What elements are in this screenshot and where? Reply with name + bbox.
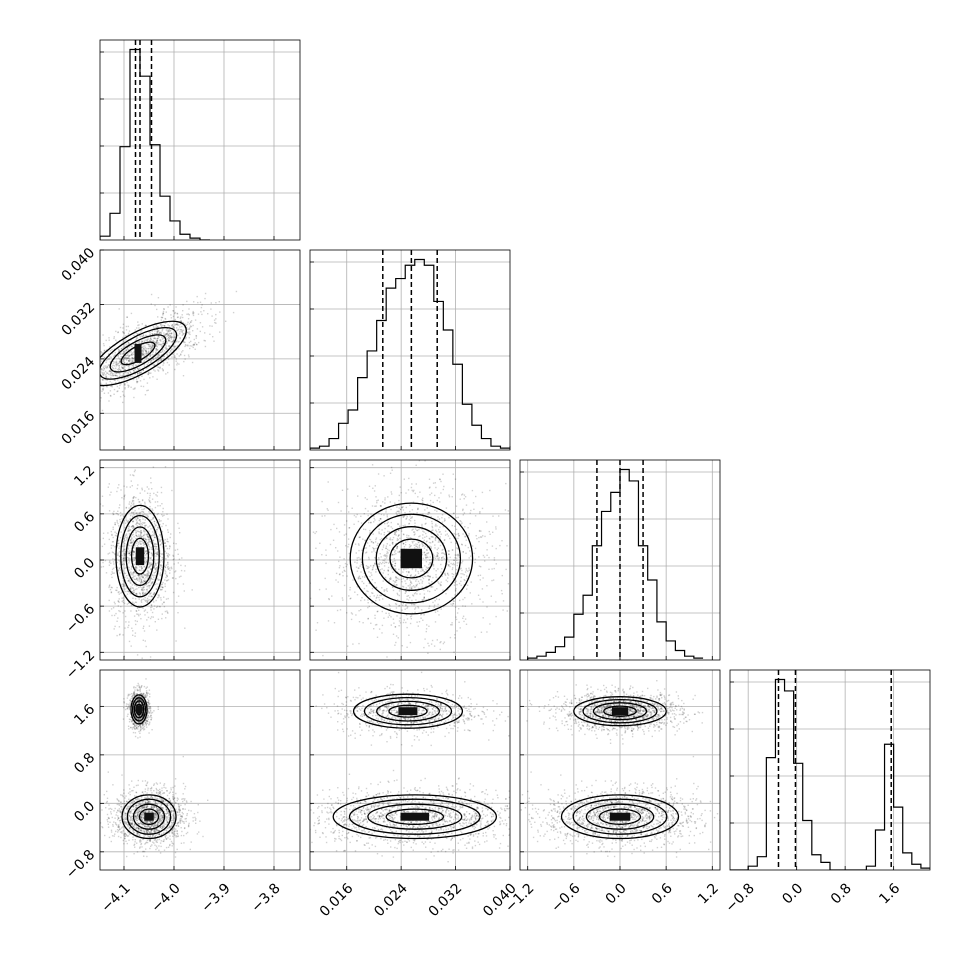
density-contour	[361, 513, 462, 604]
density-contour	[121, 794, 177, 840]
panel-content	[100, 466, 193, 660]
histogram-1	[310, 258, 510, 450]
panel-3-0: −4.1 −4.0 −3.9 −3.8 −0.8 0.0 0.8 1.6	[63, 669, 301, 916]
panel-content	[520, 680, 720, 858]
panel-1-1	[309, 249, 511, 451]
density-contour	[560, 794, 680, 840]
density-peak	[400, 812, 430, 821]
panel-2-1	[309, 459, 511, 661]
density-peak	[609, 812, 631, 821]
y-tick-label: 1.6	[71, 701, 98, 728]
density-contour	[573, 696, 667, 727]
density-contour	[376, 700, 440, 722]
density-peak	[144, 812, 154, 821]
density-contour	[130, 694, 148, 725]
panel-0-0	[99, 39, 301, 241]
x-tick-label: 1.6	[876, 880, 903, 907]
density-contour	[133, 700, 145, 719]
x-tick-label: −0.8	[723, 880, 758, 915]
panel-frame	[99, 249, 301, 451]
y-tick-label: 0.040	[59, 245, 99, 285]
density-contour	[592, 702, 648, 721]
y-tick-label: 0.032	[59, 299, 99, 339]
panel-2-2	[519, 459, 721, 661]
panel-frame	[99, 39, 301, 241]
panel-frame	[309, 249, 511, 451]
density-contour	[120, 514, 160, 598]
density-contour	[130, 537, 150, 575]
x-tick-label: 0.0	[779, 880, 806, 907]
density-contour	[385, 808, 445, 825]
density-contour	[389, 538, 434, 579]
y-tick-label: −0.6	[63, 601, 98, 636]
density-contour	[375, 526, 448, 591]
panel-content	[310, 671, 510, 863]
x-tick-label: 0.0	[603, 880, 630, 907]
density-contour	[598, 808, 642, 825]
panel-content	[100, 290, 238, 412]
y-tick-label: 0.016	[59, 408, 99, 448]
density-contour	[582, 698, 658, 724]
panel-frame	[99, 669, 301, 871]
y-tick-label: 0.8	[71, 750, 98, 777]
density-contour	[125, 526, 155, 587]
y-tick-label: 0.0	[71, 555, 98, 582]
density-contour	[348, 798, 481, 835]
x-tick-label: −0.6	[548, 880, 583, 915]
panel-2-0: −1.2 −0.6 0.0 0.6 1.2	[63, 459, 301, 683]
scatter-points	[310, 460, 510, 660]
panel-3-3: −0.8 0.0 0.8 1.6	[723, 669, 931, 916]
panel-1-0: 0.016 0.024 0.032 0.040	[59, 245, 301, 451]
x-tick-label: −4.1	[98, 880, 133, 915]
density-contour	[352, 693, 464, 729]
density-contour	[138, 808, 160, 825]
density-contour	[603, 705, 637, 717]
density-peak	[400, 548, 422, 569]
histogram-0	[100, 48, 210, 240]
x-tick-label: −3.9	[198, 880, 233, 915]
panel-3-2: −1.2 −0.6 0.0 0.6 1.2	[502, 669, 722, 916]
density-peak	[398, 707, 418, 716]
y-tick-label: 0.024	[59, 354, 99, 394]
density-contour	[349, 502, 474, 615]
density-contour	[367, 803, 463, 830]
density-peak	[136, 705, 142, 714]
density-contour	[131, 697, 147, 722]
density-contour	[332, 794, 498, 840]
y-tick-label: −0.8	[63, 847, 98, 882]
x-tick-label: −3.8	[248, 880, 283, 915]
density-peak	[611, 707, 629, 716]
histogram-2	[527, 468, 704, 660]
x-tick-label: 1.2	[695, 880, 722, 907]
x-tick-label: 0.024	[371, 880, 411, 920]
density-contour	[585, 803, 655, 830]
scatter-points	[520, 680, 720, 858]
x-tick-label: 0.6	[649, 880, 676, 907]
panel-frame	[729, 669, 931, 871]
density-contour	[126, 798, 172, 835]
density-contour	[132, 803, 166, 830]
panel-content	[310, 460, 510, 660]
density-contour	[100, 320, 187, 387]
density-contour	[109, 334, 167, 373]
y-tick-label: 1.2	[71, 463, 98, 490]
y-tick-label: −1.2	[63, 647, 98, 682]
x-tick-label: 0.032	[426, 880, 466, 920]
density-contour	[363, 696, 453, 726]
panel-frame	[309, 669, 511, 871]
x-tick-label: 0.016	[317, 880, 357, 920]
density-contour	[115, 504, 165, 608]
y-tick-label: 0.0	[71, 798, 98, 825]
density-peak	[134, 343, 142, 363]
density-contour	[572, 798, 668, 835]
density-contour	[388, 704, 428, 718]
y-tick-label: 0.6	[71, 509, 98, 536]
density-peak	[135, 547, 145, 566]
x-tick-label: −4.0	[148, 880, 183, 915]
panel-content	[100, 678, 209, 858]
histogram-3	[730, 678, 930, 870]
scatter-points	[100, 678, 209, 858]
x-tick-label: 0.8	[828, 880, 855, 907]
